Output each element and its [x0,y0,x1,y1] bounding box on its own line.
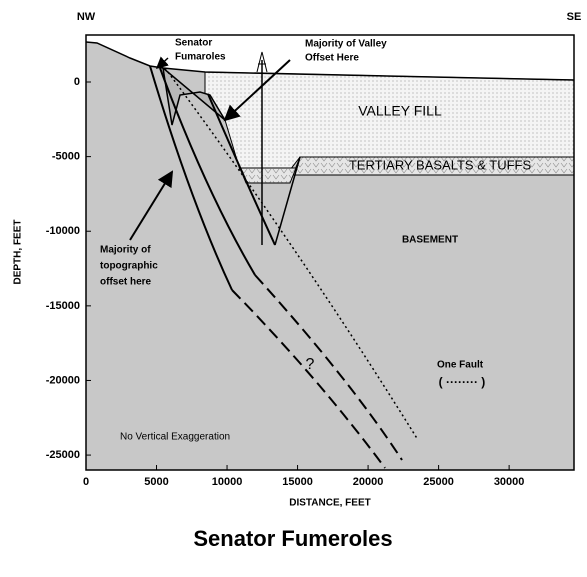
arrow [223,59,291,122]
y-axis-label: DEPTH, FEET [13,219,24,284]
annotation: topographic [100,261,158,272]
y-tick-label: -10000 [46,225,80,237]
y-tick-label: -25000 [46,449,80,461]
x-axis-label: DISTANCE, FEET [289,498,370,509]
y-tick-label: -20000 [46,374,80,386]
y-tick-label: 0 [74,76,80,88]
corner-label: NW [77,11,96,23]
plot-frame [85,34,575,471]
basalt-layer [239,167,297,184]
fault [149,65,233,291]
fault [159,67,256,276]
fault-dashed [254,274,403,461]
fault [207,93,276,246]
arrow [129,170,174,241]
x-tick-label: 25000 [423,476,454,488]
annotation: Senator [175,38,212,49]
x-tick-label: 10000 [212,476,243,488]
title: Senator Fumeroles [193,526,392,551]
fault [274,156,301,246]
corner-label: SE [567,11,582,23]
annotation: Offset Here [305,53,359,64]
x-tick-label: 15000 [282,476,313,488]
x-tick-label: 0 [83,476,89,488]
annotation: No Vertical Exaggeration [120,432,230,443]
one-fault-line [164,67,419,441]
y-tick-label: -5000 [52,151,80,163]
x-tick-label: 5000 [144,476,168,488]
drill-rig [256,51,268,73]
fault-dashed [231,289,386,469]
annotation: ? [306,356,315,373]
x-tick-label: 20000 [353,476,384,488]
annotation: Majority of [100,245,151,256]
y-tick-label: -15000 [46,300,80,312]
annotation: Fumaroles [175,52,226,63]
annotation: TERTIARY BASALTS & TUFFS [349,157,532,172]
ticks: 0 5000 10000 15000 20000 25000 30000 0 -5000 -100… [46,76,525,488]
annotation: ( ········ ) [439,375,486,389]
annotation: One Fault [437,360,484,371]
annotation: VALLEY FILL [358,103,442,119]
arrow [155,56,169,70]
annotation: BASEMENT [402,235,458,246]
x-tick-label: 30000 [494,476,525,488]
annotation: Majority of Valley [305,39,387,50]
annotation: offset here [100,277,152,288]
